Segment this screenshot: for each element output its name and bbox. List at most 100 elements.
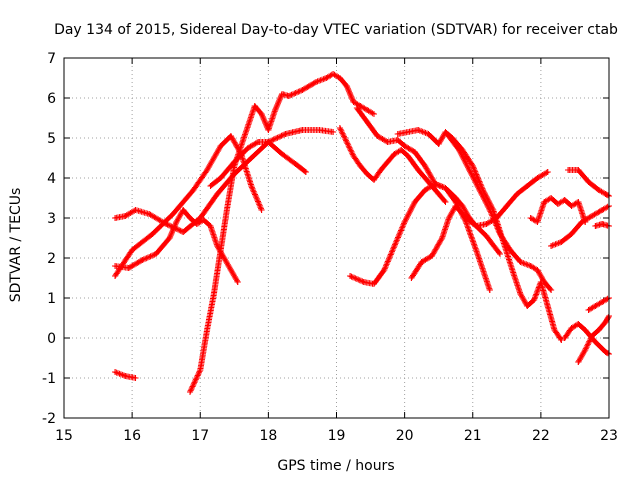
data-point (316, 127, 323, 133)
data-point (599, 299, 606, 305)
data-point (173, 219, 180, 225)
data-point (585, 307, 592, 313)
data-point (357, 103, 364, 109)
data-point (217, 143, 224, 149)
data-point (214, 191, 221, 197)
x-tick-label: 23 (600, 428, 618, 444)
data-point (524, 303, 531, 309)
data-point (411, 149, 418, 155)
data-point (483, 221, 490, 227)
data-point (486, 207, 493, 213)
data-point (548, 243, 555, 249)
data-point (534, 267, 541, 273)
y-tick-label: 6 (47, 91, 56, 107)
data-point (353, 105, 360, 111)
data-point (599, 207, 606, 213)
data-point (377, 167, 384, 173)
data-point (258, 207, 265, 213)
data-point (299, 87, 306, 93)
data-point (561, 335, 568, 341)
data-point (248, 183, 255, 189)
y-tick-label: 5 (47, 131, 56, 147)
x-tick-label: 15 (55, 428, 73, 444)
data-point (514, 191, 521, 197)
data-point (408, 275, 415, 281)
data-point (384, 159, 391, 165)
data-point (405, 129, 412, 135)
plot-border (63, 57, 610, 419)
data-point (456, 147, 463, 153)
data-point (578, 219, 585, 225)
data-point (170, 211, 176, 217)
series-track-12 (442, 129, 555, 293)
data-point (132, 375, 139, 381)
data-point (602, 191, 609, 197)
data-point (442, 185, 449, 191)
data-point (401, 219, 408, 225)
series-track-09 (353, 105, 503, 257)
data-point (439, 235, 446, 241)
data-point (435, 141, 442, 147)
data-point (279, 151, 285, 157)
data-point (384, 139, 391, 145)
data-point (524, 183, 531, 189)
data-point (258, 111, 265, 117)
data-point (575, 199, 582, 205)
data-point (459, 203, 466, 209)
series-track-15 (565, 167, 612, 199)
data-point (381, 267, 388, 273)
data-point (401, 143, 408, 149)
data-point (452, 203, 459, 209)
data-point (370, 177, 377, 183)
data-point (462, 215, 469, 221)
series-track-11 (408, 169, 551, 281)
data-point (452, 195, 459, 201)
data-point (486, 287, 493, 293)
series-track-13 (527, 195, 589, 225)
data-point (473, 223, 480, 229)
data-point (180, 229, 187, 235)
data-point (551, 327, 558, 333)
data-point (282, 131, 289, 137)
data-point (112, 263, 119, 269)
y-tick-label: 1 (47, 291, 56, 307)
x-tick-label: 19 (328, 428, 346, 444)
data-point (149, 231, 156, 237)
y-tick-label: 7 (47, 51, 56, 67)
series-track-07 (336, 125, 449, 205)
data-point (425, 179, 432, 185)
data-point (602, 349, 609, 355)
data-point (217, 247, 224, 253)
data-point (391, 151, 398, 157)
data-point (405, 153, 412, 159)
data-point (302, 169, 309, 175)
data-point (190, 187, 197, 193)
data-point (350, 153, 357, 159)
data-point (435, 191, 442, 197)
data-point (517, 259, 524, 265)
data-point (497, 251, 503, 257)
chart-title: Day 134 of 2015, Sidereal Day-to-day VTE… (54, 22, 618, 38)
data-point (592, 339, 599, 345)
data-point (411, 199, 418, 205)
data-point (217, 175, 224, 181)
data-point (582, 347, 589, 353)
data-point (129, 247, 136, 253)
data-point (418, 259, 425, 265)
y-tick-label: -1 (42, 371, 56, 387)
data-point (575, 359, 582, 365)
data-point (122, 213, 129, 219)
data-point (374, 133, 381, 139)
data-point (152, 251, 159, 257)
data-point (255, 139, 262, 145)
data-point (602, 319, 609, 325)
data-point (442, 129, 449, 135)
data-point (364, 119, 371, 125)
data-point (432, 181, 439, 187)
data-point (466, 167, 473, 173)
data-point (364, 171, 371, 177)
data-point (442, 199, 449, 205)
data-point (343, 139, 350, 145)
data-point (575, 167, 582, 173)
